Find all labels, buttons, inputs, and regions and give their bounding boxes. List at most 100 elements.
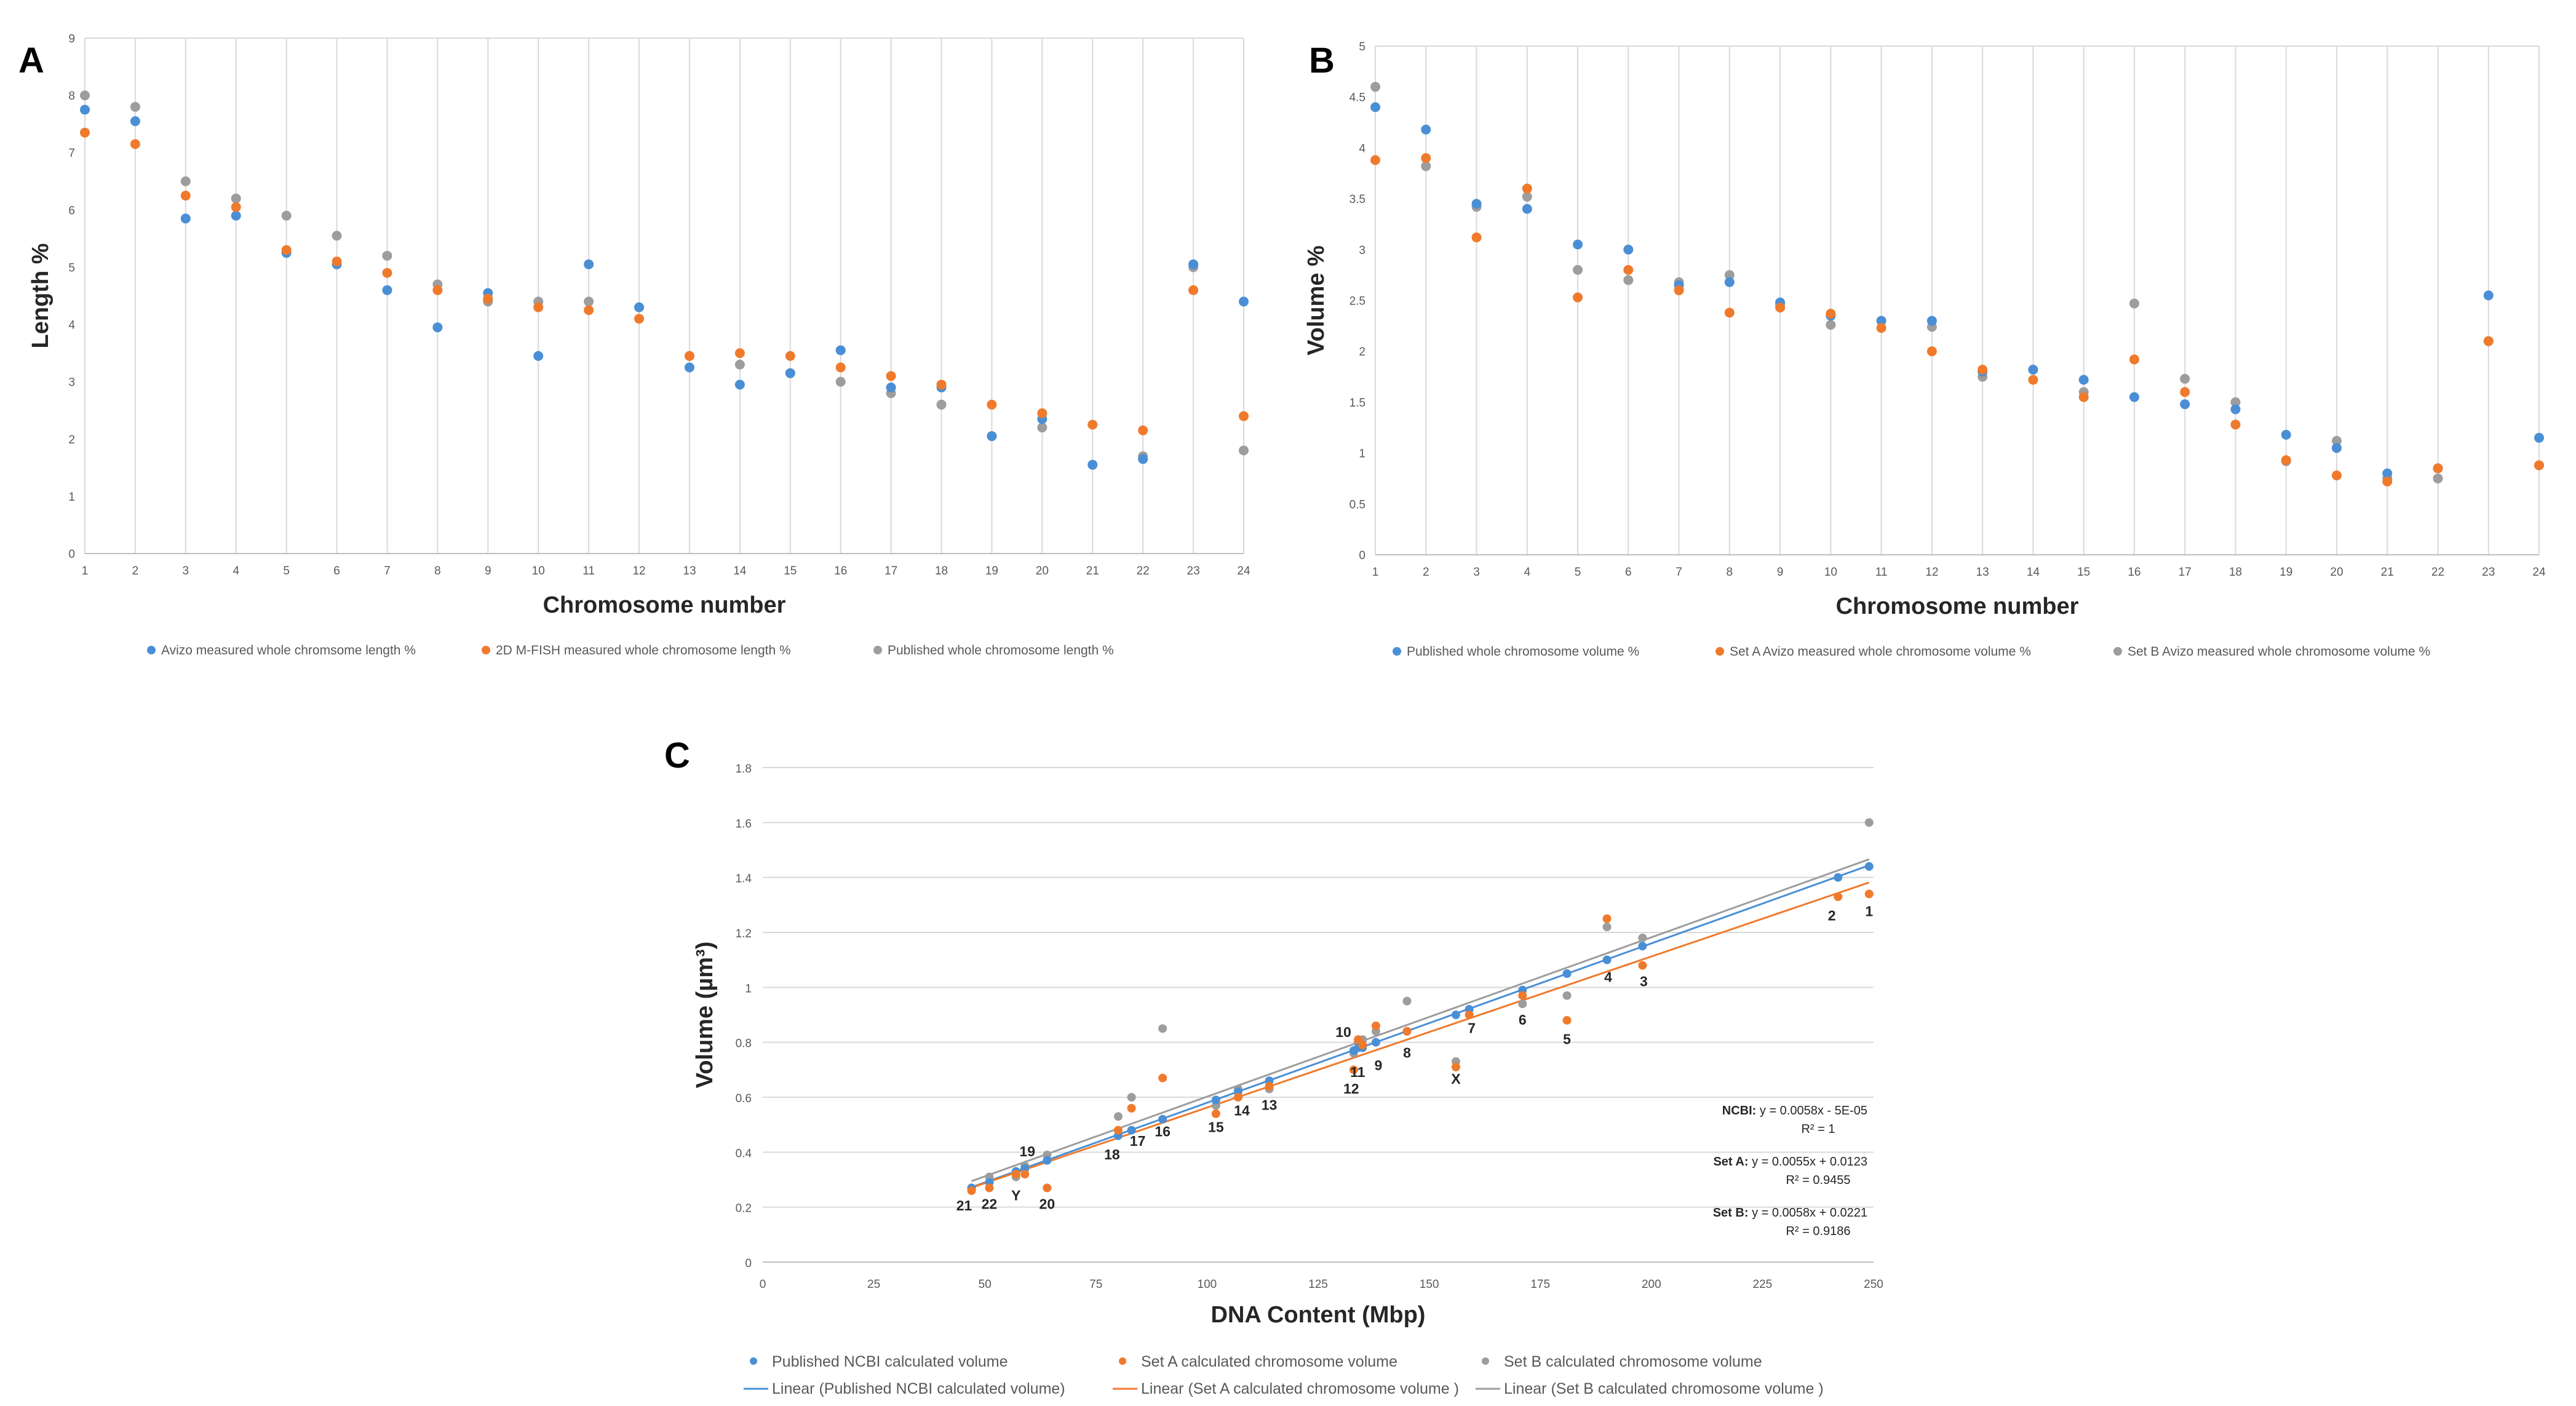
data-point — [936, 399, 947, 410]
data-point — [1087, 419, 1098, 430]
panel-c-chart: C00.20.40.60.811.21.41.61.80 25 50 75 100 125… — [664, 736, 1883, 1397]
point-label: 16 — [1155, 1123, 1171, 1139]
data-point — [985, 1183, 994, 1193]
x-tick-label: 14 — [733, 565, 747, 578]
data-point — [1826, 309, 1836, 319]
data-point — [1834, 892, 1843, 901]
data-point — [835, 362, 846, 373]
x-tick-label: 18 — [935, 565, 948, 578]
data-point — [1239, 296, 1249, 307]
y-tick-label: 0.8 — [736, 1038, 752, 1051]
data-point — [1127, 1093, 1136, 1102]
data-point — [1188, 259, 1199, 269]
data-point — [1638, 961, 1647, 970]
point-label: 11 — [1350, 1064, 1366, 1080]
data-point — [2180, 387, 2190, 397]
data-point — [382, 285, 392, 295]
data-point — [1138, 454, 1148, 464]
y-tick-label: 0.5 — [1350, 498, 1366, 511]
legend-marker — [147, 646, 156, 654]
data-point — [1265, 1082, 1274, 1091]
legend-entry: Set A calculated chromosome volume — [1141, 1353, 1397, 1370]
data-point — [1602, 955, 1612, 964]
x-tick-label: 15 — [784, 565, 797, 578]
x-tick-label: 7 — [384, 565, 391, 578]
data-point — [2230, 397, 2241, 407]
data-point — [1978, 364, 1988, 375]
point-label: 13 — [1262, 1097, 1278, 1113]
data-point — [2534, 460, 2544, 471]
data-point — [80, 105, 90, 115]
x-tick-label: 22 — [1137, 565, 1150, 578]
data-point — [1638, 933, 1647, 942]
legend-entry: Avizo measured whole chromsome length % — [161, 643, 416, 657]
data-point — [967, 1186, 976, 1195]
data-point — [2331, 443, 2342, 453]
x-tick-label: 3 — [183, 565, 189, 578]
legend-marker — [1119, 1357, 1126, 1365]
data-point — [80, 90, 90, 101]
data-point — [1471, 199, 1482, 209]
data-point — [2129, 354, 2139, 365]
data-point — [1158, 1024, 1167, 1033]
data-point — [180, 191, 191, 201]
data-point — [2180, 373, 2190, 384]
data-point — [2331, 435, 2342, 446]
data-point — [2483, 336, 2494, 346]
trendline-r2: R² = 0.9455 — [1786, 1174, 1850, 1187]
data-point — [130, 139, 140, 149]
data-point — [332, 256, 342, 267]
x-tick-label: 2 — [132, 565, 139, 578]
data-point — [886, 371, 896, 381]
x-tick-label: 150 — [1420, 1278, 1439, 1291]
legend-entry: Set B Avizo measured whole chromosome vo… — [2128, 645, 2430, 659]
legend-entry: Linear (Set B calculated chromosome volu… — [1504, 1380, 1824, 1397]
x-tick-label: 13 — [1976, 566, 1989, 579]
data-point — [1211, 1109, 1220, 1118]
x-tick-label: 0 — [760, 1278, 766, 1291]
data-point — [231, 210, 241, 221]
x-tick-label: 21 — [1086, 565, 1099, 578]
point-label: 12 — [1343, 1081, 1359, 1097]
legend-entry: Linear (Published NCBI calculated volume… — [772, 1380, 1065, 1397]
data-point — [1043, 1183, 1052, 1193]
data-point — [835, 345, 846, 355]
x-tick-label: 3 — [1473, 566, 1480, 579]
x-tick-label: 16 — [2128, 566, 2141, 579]
data-point — [1158, 1114, 1167, 1124]
data-point — [1573, 264, 1583, 275]
data-point — [180, 213, 191, 224]
data-point — [1876, 323, 1886, 333]
data-point — [1834, 873, 1843, 882]
data-point — [533, 302, 544, 312]
x-tick-label: 6 — [333, 565, 340, 578]
data-point — [2382, 476, 2393, 487]
y-tick-label: 2 — [1359, 346, 1366, 359]
data-point — [1602, 923, 1612, 932]
data-point — [1724, 270, 1735, 280]
data-point — [1518, 999, 1527, 1009]
y-axis-title: Volume (µm³) — [692, 942, 718, 1089]
data-point — [1562, 969, 1572, 978]
data-point — [130, 116, 140, 127]
x-tick-label: 24 — [1237, 565, 1250, 578]
data-point — [1371, 1038, 1380, 1047]
x-tick-label: 12 — [1925, 566, 1938, 579]
data-point — [1370, 155, 1380, 165]
x-tick-label: 225 — [1753, 1278, 1773, 1291]
data-point — [2534, 432, 2544, 443]
data-point — [1349, 1046, 1358, 1055]
trendline — [971, 864, 1870, 1188]
data-point — [1370, 82, 1380, 92]
x-tick-label: 21 — [2381, 566, 2394, 579]
data-point — [1043, 1156, 1052, 1165]
data-point — [1602, 914, 1612, 923]
point-label: 4 — [1604, 969, 1612, 985]
data-point — [1724, 277, 1735, 287]
trendline-equation: Set A: y = 0.0055x + 0.0123 — [1713, 1155, 1867, 1169]
trendline — [971, 858, 1870, 1182]
data-point — [1113, 1112, 1123, 1121]
data-point — [987, 399, 997, 410]
panel-letter: A — [18, 41, 44, 81]
